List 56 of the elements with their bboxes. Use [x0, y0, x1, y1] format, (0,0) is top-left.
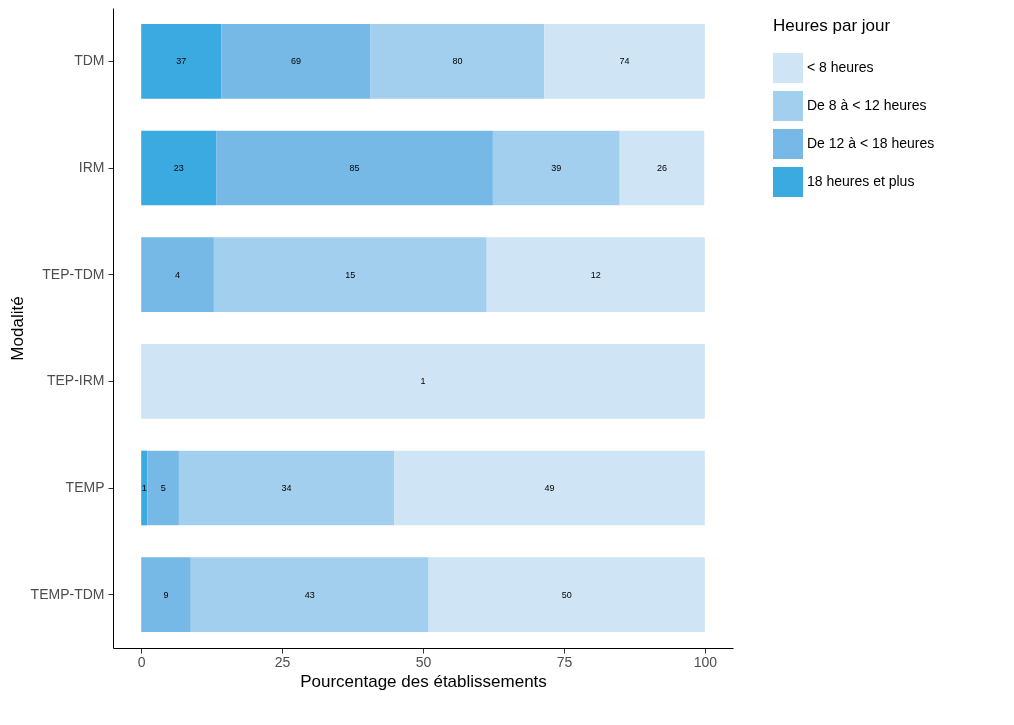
bar	[190, 557, 429, 632]
annotation: 5	[160, 483, 166, 493]
annotation: 43	[304, 589, 315, 600]
annotation: 12	[590, 269, 601, 280]
bar	[544, 24, 705, 99]
annotation: 85	[349, 163, 360, 173]
bar	[178, 450, 395, 526]
annotation: 1	[420, 376, 426, 387]
bar	[492, 130, 620, 206]
annotation: 49	[544, 483, 555, 493]
x-tick-label: 50	[415, 653, 432, 670]
bar	[428, 557, 705, 632]
bar	[141, 450, 148, 526]
x-axis-title: Pourcentage des établissements	[300, 671, 547, 691]
annotation: 26	[656, 163, 667, 173]
bar	[141, 237, 214, 312]
legend-label: De 12 à < 18 heures	[807, 135, 935, 151]
annotation: 23	[173, 163, 184, 173]
y-tick-label: TDM	[74, 52, 105, 69]
annotation: 4	[175, 269, 181, 280]
y-tick-label: TEP-TDM	[42, 265, 105, 282]
annotation: 39	[551, 163, 562, 173]
legend-label: < 8 heures	[807, 59, 874, 75]
bar	[141, 24, 222, 99]
legend-label: De 8 à < 12 heures	[807, 97, 927, 113]
annotation: 69	[290, 56, 301, 67]
x-tick-label: 100	[693, 653, 718, 670]
bar	[213, 237, 487, 312]
legend-label: 18 heures et plus	[807, 173, 915, 189]
bar	[141, 130, 217, 206]
y-tick-label: IRM	[78, 159, 105, 175]
annotation: 37	[176, 56, 187, 67]
bar	[216, 130, 493, 206]
y-tick-label: TEMP-TDM	[30, 585, 105, 602]
bar	[619, 130, 705, 206]
bar	[141, 344, 705, 419]
legend-title: Heures par jour	[773, 16, 891, 35]
bar	[370, 24, 545, 99]
x-tick-label: 0	[137, 653, 146, 670]
bar	[141, 557, 191, 632]
x-tick-label: 75	[556, 653, 573, 670]
annotation: 80	[452, 56, 463, 67]
annotation: 74	[619, 56, 630, 67]
bar	[221, 24, 371, 99]
y-tick-label: TEP-IRM	[46, 372, 105, 389]
annotation: 34	[281, 483, 292, 493]
y-tick-label: TEMP	[65, 479, 105, 495]
bar	[394, 450, 705, 526]
annotation: 50	[561, 589, 572, 600]
annotation: 1	[141, 483, 147, 493]
y-axis-title: Modalité	[7, 296, 27, 361]
annotation: 9	[163, 589, 169, 600]
annotation: 15	[345, 269, 356, 280]
x-tick-label: 25	[274, 653, 291, 670]
bar	[147, 450, 179, 526]
bar	[486, 237, 705, 312]
